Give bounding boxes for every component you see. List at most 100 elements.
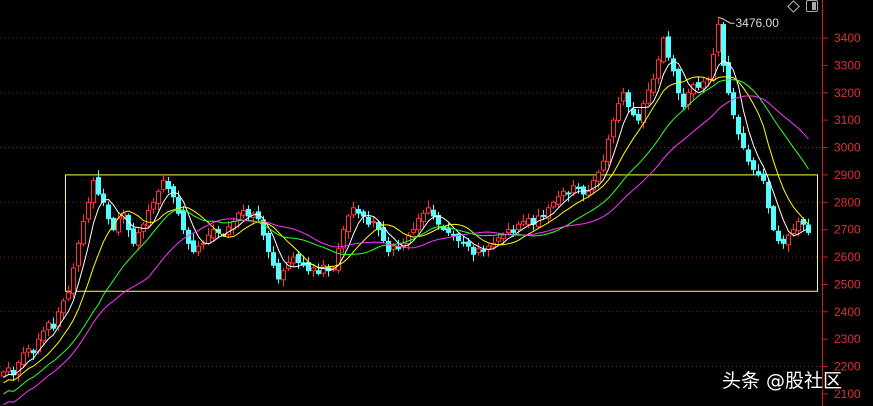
- gridlines: [0, 37, 822, 368]
- candle: [536, 208, 541, 229]
- candle-body: [606, 138, 611, 163]
- candle-body: [626, 92, 631, 107]
- y-tick-label: 2100: [834, 387, 861, 401]
- candle-body: [741, 133, 746, 149]
- candle-body: [196, 245, 201, 253]
- candle: [96, 170, 101, 196]
- panel-toggle-icon[interactable]: [806, 0, 818, 12]
- candle-body: [556, 196, 561, 205]
- candle: [791, 223, 796, 237]
- candle: [21, 346, 26, 368]
- candle-body: [206, 234, 211, 244]
- candle-body: [176, 197, 181, 214]
- candle: [781, 235, 786, 249]
- candle-body: [701, 81, 706, 89]
- candle-body: [586, 190, 591, 196]
- candle-body: [421, 212, 426, 222]
- candle-body: [771, 206, 776, 231]
- candle: [571, 179, 576, 196]
- candle-body: [576, 186, 581, 190]
- candle: [691, 82, 696, 101]
- candle-body: [521, 220, 526, 225]
- candle: [46, 320, 51, 337]
- candle: [756, 164, 761, 177]
- candle: [636, 109, 641, 125]
- candle-body: [731, 92, 736, 116]
- candle-body: [371, 220, 376, 224]
- candle: [606, 134, 611, 167]
- candle: [551, 200, 556, 209]
- y-tick-label: 2900: [834, 168, 861, 182]
- candle: [256, 205, 261, 222]
- candle: [86, 197, 91, 224]
- candle-body: [456, 233, 461, 242]
- candle-body: [631, 108, 636, 116]
- candle-body: [481, 249, 486, 253]
- candle: [336, 243, 341, 274]
- range-box: [65, 174, 818, 292]
- candle-body: [571, 185, 576, 194]
- candle: [736, 114, 741, 141]
- candle: [356, 205, 361, 219]
- candle: [621, 87, 626, 106]
- candle-body: [436, 214, 441, 225]
- candle-body: [496, 237, 501, 242]
- y-tick-label: 2600: [834, 250, 861, 264]
- candle: [776, 225, 781, 245]
- candle-body: [791, 229, 796, 234]
- candle-body: [241, 209, 246, 216]
- candle: [271, 246, 276, 268]
- candle-body: [296, 254, 301, 264]
- candle-body: [21, 352, 26, 366]
- candle-body: [511, 229, 516, 233]
- candle: [81, 214, 86, 247]
- candle: [646, 82, 651, 106]
- ma5-line: [3, 60, 809, 378]
- candle-body: [461, 241, 466, 244]
- candle: [286, 255, 291, 272]
- moving-averages: [3, 60, 809, 406]
- candle-body: [336, 248, 341, 271]
- candle-body: [661, 37, 666, 63]
- candle: [696, 76, 701, 91]
- candle: [676, 67, 681, 101]
- peak-label: 3476.00: [736, 16, 780, 30]
- candle-body: [476, 248, 481, 254]
- candle-body: [41, 330, 46, 342]
- candle-body: [386, 240, 391, 253]
- candle-body: [246, 208, 251, 217]
- candle-body: [551, 201, 556, 208]
- candle: [671, 54, 676, 77]
- y-tick-label: 3300: [834, 58, 861, 72]
- candle: [796, 217, 801, 236]
- candle-body: [86, 201, 91, 220]
- candle-body: [616, 103, 621, 121]
- candle-body: [621, 92, 626, 102]
- candle-body: [316, 270, 321, 274]
- candle-body: [96, 177, 101, 195]
- candle-body: [611, 119, 616, 138]
- candle-body: [781, 238, 786, 244]
- candle: [196, 240, 201, 256]
- candle-body: [696, 82, 701, 88]
- candle-body: [451, 233, 456, 236]
- candle-body: [81, 220, 86, 245]
- candle: [626, 89, 631, 113]
- candle: [146, 204, 151, 229]
- candle: [241, 204, 246, 219]
- candle: [401, 238, 406, 251]
- candle-body: [361, 211, 366, 217]
- candle: [326, 264, 331, 277]
- candle-body: [151, 201, 156, 210]
- candle: [486, 243, 491, 257]
- peak-pointer: [718, 16, 735, 24]
- candle-body: [76, 242, 81, 267]
- candle-body: [6, 367, 11, 373]
- candle: [56, 307, 61, 332]
- candle-body: [136, 231, 141, 246]
- y-tick-label: 3200: [834, 86, 861, 100]
- candle: [226, 221, 231, 239]
- y-tick-label: 3000: [834, 141, 861, 155]
- candle: [161, 173, 166, 193]
